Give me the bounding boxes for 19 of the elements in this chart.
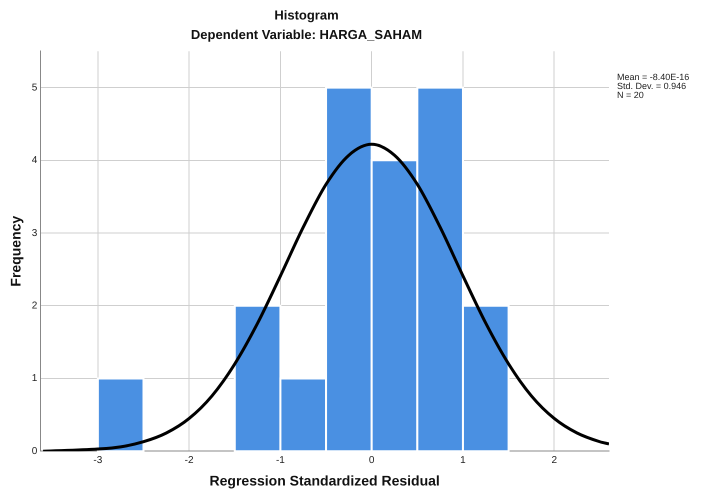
y-tick-label: 3 (32, 228, 38, 239)
text: Std. Dev. = 0.946 (617, 81, 686, 92)
text: Mean = -8.40E-16 (617, 72, 690, 82)
chart-title: Histogram (274, 7, 339, 22)
x-tick-label: -1 (276, 454, 286, 466)
x-tick-label: 1 (460, 454, 466, 466)
y-tick-label: 0 (32, 446, 38, 457)
y-tick-label: 1 (32, 373, 38, 384)
y-tick-label: 5 (32, 82, 38, 94)
y-axis-title: Frequency (7, 216, 24, 287)
x-tick-label: 2 (551, 454, 558, 466)
y-tick-label: 2 (32, 300, 38, 312)
chart-subtitle: Dependent Variable: HARGA_SAHAM (190, 26, 422, 42)
y-tick-label: 4 (32, 155, 38, 166)
x-tick-label: -2 (184, 454, 194, 466)
text: N = 20 (617, 90, 644, 100)
x-tick-label: 0 (368, 454, 375, 466)
x-tick-label: -3 (93, 454, 103, 466)
x-axis-title: Regression Standardized Residual (210, 472, 440, 488)
